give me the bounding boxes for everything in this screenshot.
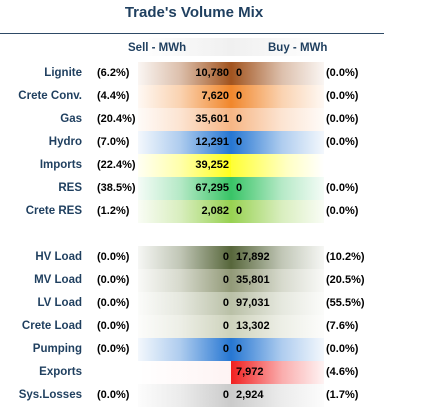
sell-value-cell: 67,295 bbox=[138, 177, 231, 200]
table-row: Crete Conv. (4.4%) 7,620 0 (0.0%) bbox=[0, 85, 427, 108]
buy-value-cell: 7,972 bbox=[231, 361, 324, 384]
sell-percent: (4.4%) bbox=[97, 90, 130, 102]
sell-value-cell: 0 bbox=[138, 269, 231, 292]
row-label: Crete Conv. bbox=[18, 90, 82, 102]
row-label: MV Load bbox=[34, 274, 82, 286]
sell-value-cell: 35,601 bbox=[138, 108, 231, 131]
table-row: LV Load (0.0%) 0 97,031 (55.5%) bbox=[0, 292, 427, 315]
buy-percent: (0.0%) bbox=[326, 67, 359, 79]
sell-value-cell: 10,780 bbox=[138, 62, 231, 85]
sell-percent: (6.2%) bbox=[97, 67, 130, 79]
sell-percent: (0.0%) bbox=[97, 251, 130, 263]
row-label: HV Load bbox=[35, 251, 82, 263]
table-row: Crete Load (0.0%) 0 13,302 (7.6%) bbox=[0, 315, 427, 338]
table-row: Pumping (0.0%) 0 0 (0.0%) bbox=[0, 338, 427, 361]
sell-value-cell: 12,291 bbox=[138, 131, 231, 154]
table-row: Lignite (6.2%) 10,780 0 (0.0%) bbox=[0, 62, 427, 85]
buy-percent: (0.0%) bbox=[326, 205, 359, 217]
sell-value-cell: 0 bbox=[138, 315, 231, 338]
buy-percent: (7.6%) bbox=[326, 320, 359, 332]
row-label: Crete RES bbox=[25, 205, 82, 217]
buy-percent bbox=[326, 154, 376, 177]
sell-value-cell: 0 bbox=[138, 338, 231, 361]
sell-value-cell: 39,252 bbox=[138, 154, 231, 177]
table-row: Crete RES (1.2%) 2,082 0 (0.0%) bbox=[0, 200, 427, 223]
table-row: Gas (20.4%) 35,601 0 (0.0%) bbox=[0, 108, 427, 131]
buy-value-cell: 0 bbox=[231, 338, 324, 361]
sell-value-cell: 0 bbox=[138, 384, 231, 407]
buy-percent: (1.7%) bbox=[326, 389, 359, 401]
sell-column-header: Sell - MWh bbox=[128, 42, 187, 54]
buy-value-cell: 0 bbox=[231, 108, 324, 131]
buy-value-cell: 0 bbox=[231, 131, 324, 154]
table-row: Sys.Losses (0.0%) 0 2,924 (1.7%) bbox=[0, 384, 427, 407]
sell-percent: (0.0%) bbox=[97, 297, 130, 309]
sell-percent: (20.4%) bbox=[97, 113, 136, 125]
buy-percent: (55.5%) bbox=[326, 297, 365, 309]
row-label: Imports bbox=[39, 159, 82, 171]
row-label: RES bbox=[58, 182, 82, 194]
buy-percent: (0.0%) bbox=[326, 343, 359, 355]
buy-value-cell: 2,924 bbox=[231, 384, 324, 407]
buy-percent: (0.0%) bbox=[326, 182, 359, 194]
sell-percent: (1.2%) bbox=[97, 205, 130, 217]
buy-column-header: Buy - MWh bbox=[268, 42, 328, 54]
table-row: RES (38.5%) 67,295 0 (0.0%) bbox=[0, 177, 427, 200]
sell-value-cell: 2,082 bbox=[138, 200, 231, 223]
row-label: LV Load bbox=[37, 297, 82, 309]
sell-percent: (0.0%) bbox=[97, 343, 130, 355]
sell-value-cell: 0 bbox=[138, 292, 231, 315]
table-row: Hydro (7.0%) 12,291 0 (0.0%) bbox=[0, 131, 427, 154]
buy-value-cell bbox=[231, 154, 324, 177]
sell-value-cell bbox=[138, 361, 231, 384]
buy-value-cell: 0 bbox=[231, 85, 324, 108]
buy-value-cell: 17,892 bbox=[231, 246, 324, 269]
buy-percent: (20.5%) bbox=[326, 274, 365, 286]
buy-percent: (0.0%) bbox=[326, 113, 359, 125]
sell-percent: (0.0%) bbox=[97, 274, 130, 286]
chart-title: Trade's Volume Mix bbox=[124, 4, 264, 21]
sell-percent: (38.5%) bbox=[97, 182, 136, 194]
table-row: MV Load (0.0%) 0 35,801 (20.5%) bbox=[0, 269, 427, 292]
buy-percent: (0.0%) bbox=[326, 136, 359, 148]
row-label: Exports bbox=[39, 366, 82, 378]
sell-percent: (0.0%) bbox=[97, 320, 130, 332]
sell-value-cell: 7,620 bbox=[138, 85, 231, 108]
buy-percent: (10.2%) bbox=[326, 251, 365, 263]
row-label: Gas bbox=[60, 113, 82, 125]
row-label: Pumping bbox=[32, 343, 82, 355]
sell-percent: (22.4%) bbox=[97, 159, 136, 171]
buy-value-cell: 35,801 bbox=[231, 269, 324, 292]
sell-percent: (0.0%) bbox=[97, 389, 130, 401]
buy-value-cell: 97,031 bbox=[231, 292, 324, 315]
table-row: Imports (22.4%) 39,252 bbox=[0, 154, 427, 177]
table-row: Exports 7,972 (4.6%) bbox=[0, 361, 427, 384]
row-label: Crete Load bbox=[21, 320, 82, 332]
sell-percent: (7.0%) bbox=[97, 136, 130, 148]
row-label: Sys.Losses bbox=[18, 389, 82, 401]
sell-value-cell: 0 bbox=[138, 246, 231, 269]
header-band bbox=[138, 38, 324, 56]
row-label: Lignite bbox=[44, 67, 82, 79]
buy-value-cell: 0 bbox=[231, 200, 324, 223]
buy-value-cell: 0 bbox=[231, 177, 324, 200]
buy-percent: (4.6%) bbox=[326, 366, 359, 378]
table-row: HV Load (0.0%) 0 17,892 (10.2%) bbox=[0, 246, 427, 269]
buy-value-cell: 0 bbox=[231, 62, 324, 85]
row-label: Hydro bbox=[48, 136, 82, 148]
buy-value-cell: 13,302 bbox=[231, 315, 324, 338]
title-divider bbox=[0, 33, 384, 34]
sell-percent bbox=[97, 361, 137, 384]
buy-percent: (0.0%) bbox=[326, 90, 359, 102]
